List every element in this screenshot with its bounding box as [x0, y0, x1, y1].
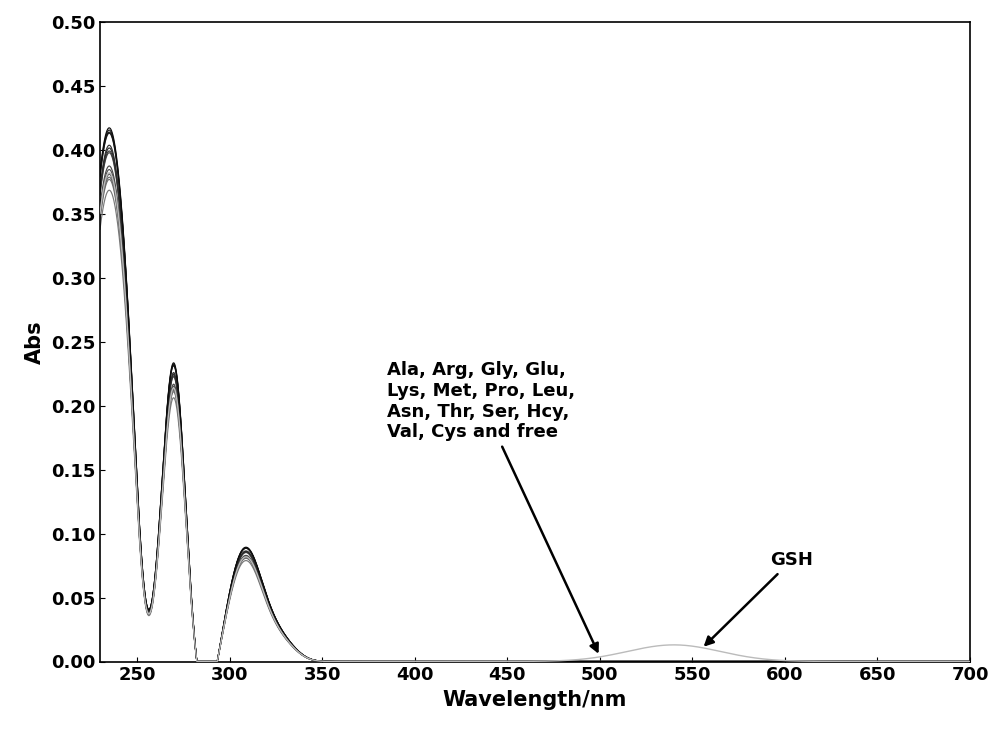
Text: Ala, Arg, Gly, Glu,
Lys, Met, Pro, Leu,
Asn, Thr, Ser, Hcy,
Val, Cys and free: Ala, Arg, Gly, Glu, Lys, Met, Pro, Leu, …: [387, 361, 598, 651]
Text: GSH: GSH: [706, 551, 813, 645]
X-axis label: Wavelength/nm: Wavelength/nm: [443, 690, 627, 710]
Y-axis label: Abs: Abs: [25, 320, 45, 364]
